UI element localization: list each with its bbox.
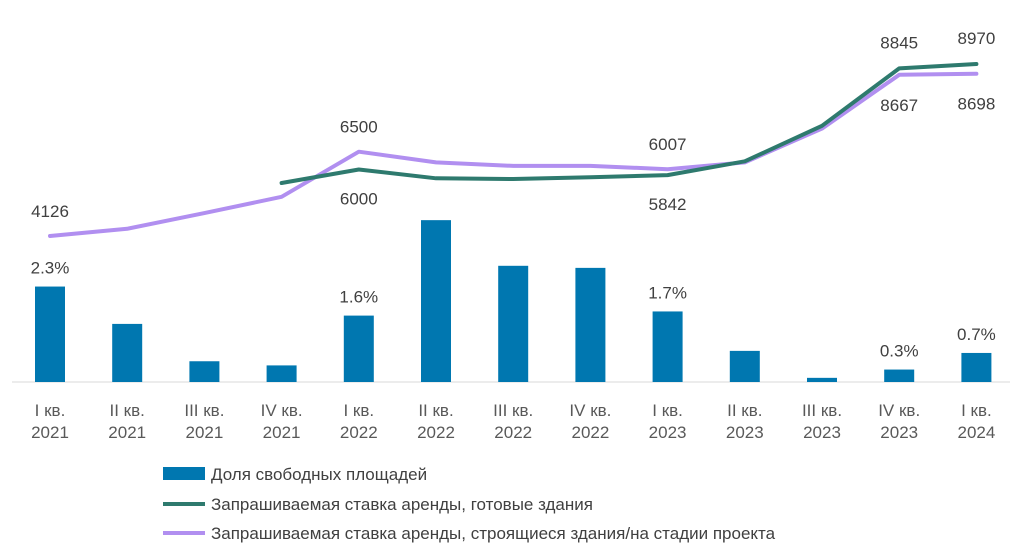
bar-5: [343, 315, 374, 382]
bar-9: [652, 311, 683, 382]
bar-label-1: 2.3%: [31, 259, 70, 278]
line-series-ready: [279, 62, 979, 185]
x-tick-label-3: III кв. 2021: [184, 401, 224, 442]
bar-label-9: 1.7%: [648, 283, 687, 302]
legend-label-line-ready: Запрашиваемая ставка аренды, готовые зда…: [211, 495, 593, 514]
bar-13: [961, 352, 992, 382]
line-ready-label-9: 5842: [649, 195, 687, 214]
bar-8: [575, 267, 606, 382]
x-axis-ticks: I кв. 2021 II кв. 2021 III кв. 2021 IV кв. 2021…: [31, 401, 995, 442]
data-labels: 2.3% 1.6% 1.7% 0.3% 0.7% 6000 5842 8845 8970 4126…: [31, 29, 996, 361]
line-series: [48, 62, 979, 238]
line-construction-label-5: 6500: [340, 118, 378, 137]
bar-12: [884, 369, 915, 382]
legend-label-bars: Доля свободных площадей: [211, 465, 427, 484]
bar-1: [35, 286, 65, 382]
bar-label-12: 0.3%: [880, 342, 919, 361]
line-ready-label-12: 8845: [880, 33, 918, 52]
line-construction-label-9: 6007: [649, 135, 687, 154]
x-tick-label-11: III кв. 2023: [802, 401, 842, 442]
x-tick-label-1: I кв. 2021: [31, 401, 69, 442]
bar-11: [807, 377, 837, 382]
line-ready-label-5: 6000: [340, 189, 378, 208]
bar-label-13: 0.7%: [957, 325, 996, 344]
x-tick-label-9: I кв. 2023: [649, 401, 687, 442]
bar-4: [266, 365, 297, 382]
legend-label-line-construction: Запрашиваемая ставка аренды, строящиеся …: [211, 524, 776, 543]
line-construction-label-13: 8698: [957, 95, 995, 114]
bar-10: [729, 350, 760, 382]
bar-2: [112, 323, 143, 382]
x-tick-label-10: II кв. 2023: [726, 401, 764, 442]
x-tick-label-5: I кв. 2022: [340, 401, 378, 442]
x-tick-label-2: II кв. 2021: [108, 401, 146, 442]
bar-7: [498, 265, 529, 382]
legend: Доля свободных площадей Запрашиваемая ст…: [163, 465, 776, 543]
bar-label-5: 1.6%: [339, 288, 378, 307]
x-tick-label-7: III кв. 2022: [493, 401, 533, 442]
line-construction-label-1: 4126: [31, 202, 69, 221]
line-ready-label-13: 8970: [957, 29, 995, 48]
bar-series: [35, 220, 992, 382]
line-construction-label-12: 8667: [880, 96, 918, 115]
legend-swatch-bars: [163, 467, 205, 480]
bar-3: [189, 361, 220, 382]
x-tick-label-6: II кв. 2022: [417, 401, 455, 442]
x-tick-label-12: IV кв. 2023: [878, 401, 920, 442]
x-tick-label-4: IV кв. 2021: [261, 401, 303, 442]
bar-6: [421, 220, 451, 382]
x-tick-label-8: IV кв. 2022: [569, 401, 611, 442]
line-series-construction: [48, 71, 979, 238]
x-tick-label-13: I кв. 2024: [957, 401, 995, 442]
